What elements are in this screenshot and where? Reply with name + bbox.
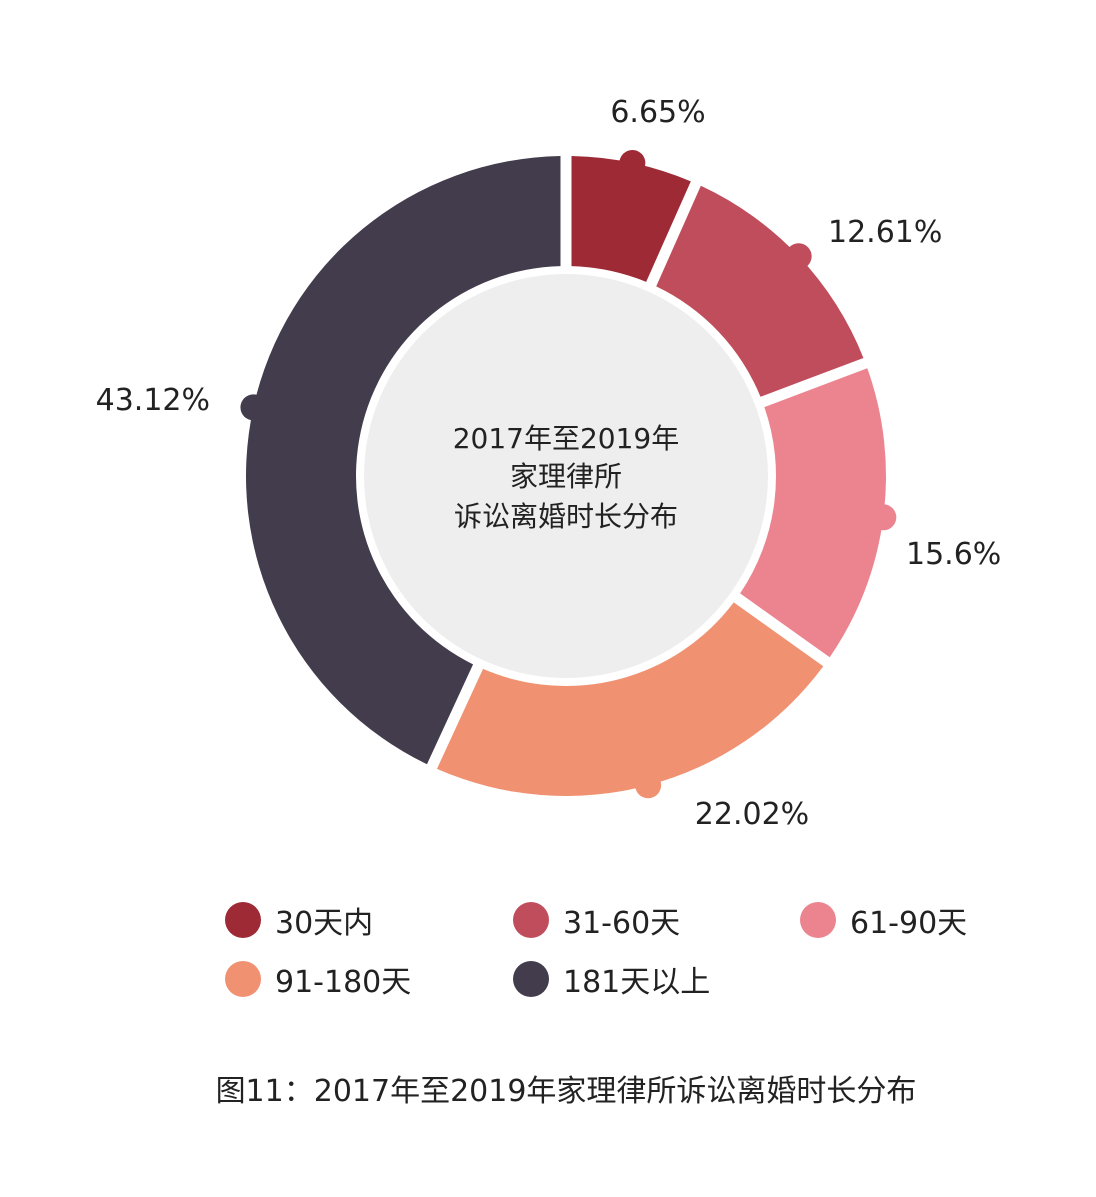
value-label-1: 6.65% xyxy=(610,95,705,130)
figure-caption: 图11：2017年至2019年家理律所诉讼离婚时长分布 xyxy=(215,1074,917,1109)
center-title-line-1: 2017年至2019年 xyxy=(453,422,680,455)
legend-swatch-30-days xyxy=(225,902,261,938)
center-title-line-3: 诉讼离婚时长分布 xyxy=(454,500,678,533)
donut-slice-1 xyxy=(571,156,691,282)
slice-marker-3 xyxy=(870,504,897,531)
legend-label-181-plus-days: 181天以上 xyxy=(563,965,711,1000)
donut-chart: 6.65% 12.61% 15.6% 22.02% 43.12% 2017年至2019年… xyxy=(96,95,1002,832)
value-label-2: 12.61% xyxy=(828,215,942,250)
legend-item-61-90-days: 61-90天 xyxy=(800,898,967,942)
slice-marker-1 xyxy=(619,149,646,176)
donut-slice-2 xyxy=(656,185,864,397)
value-label-3: 15.6% xyxy=(906,537,1001,572)
center-title-line-2: 家理律所 xyxy=(510,460,622,493)
value-label-4: 22.02% xyxy=(695,797,809,832)
legend-swatch-91-180-days xyxy=(225,961,261,997)
legend-swatch-61-90-days xyxy=(800,902,836,938)
donut-slice-4 xyxy=(436,602,824,796)
legend-swatch-181-plus-days xyxy=(513,961,549,997)
legend-item-91-180-days: 91-180天 xyxy=(225,957,411,1001)
legend-item-31-60-days: 31-60天 xyxy=(513,898,680,942)
slices-group xyxy=(245,156,887,796)
donut-slice-5 xyxy=(245,156,561,765)
legend-label-61-90-days: 61-90天 xyxy=(850,906,968,941)
legend-label-30-days: 30天内 xyxy=(275,906,374,941)
value-labels-group: 6.65% 12.61% 15.6% 22.02% 43.12% xyxy=(96,95,1002,832)
markers-group xyxy=(240,149,897,799)
legend-label-91-180-days: 91-180天 xyxy=(275,965,412,1000)
legend-item-30-days: 30天内 xyxy=(225,898,373,942)
legend-item-181-plus-days: 181天以上 xyxy=(513,957,710,1001)
slice-marker-4 xyxy=(635,772,662,799)
center-circle xyxy=(364,274,768,678)
value-label-5: 43.12% xyxy=(96,383,210,418)
slice-marker-5 xyxy=(240,394,267,421)
legend-label-31-60-days: 31-60天 xyxy=(563,906,681,941)
legend-swatch-31-60-days xyxy=(513,902,549,938)
slice-marker-2 xyxy=(785,243,812,270)
donut-slice-3 xyxy=(740,368,887,658)
